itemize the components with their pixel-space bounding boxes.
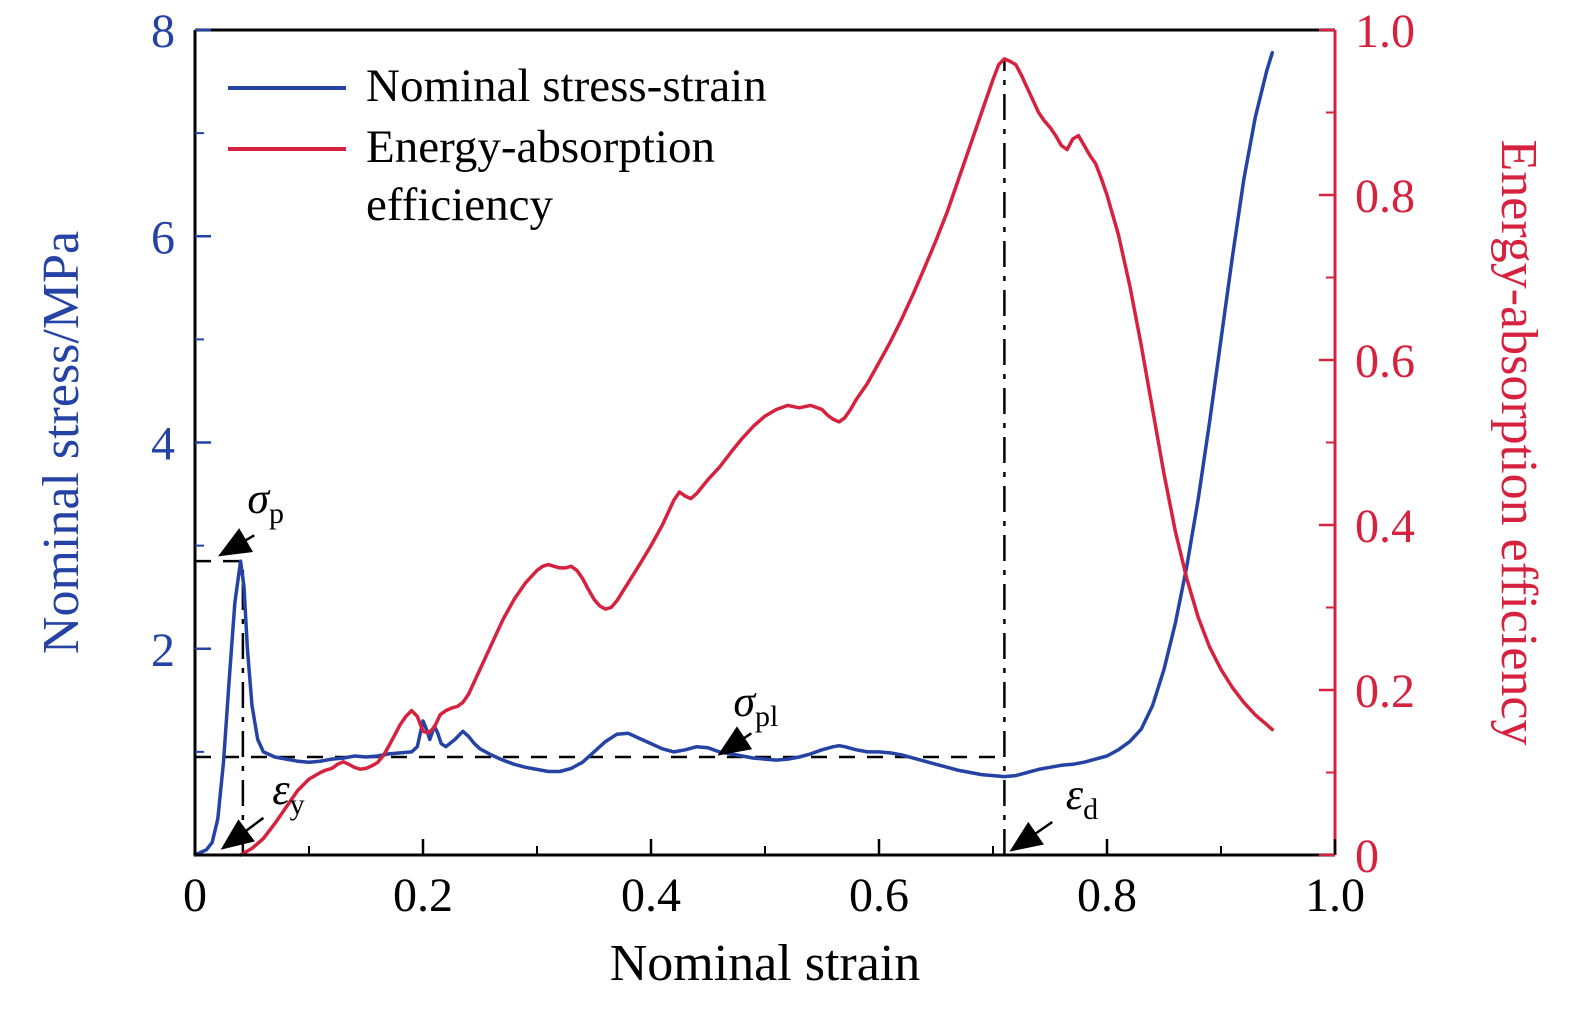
curves (193, 50, 1275, 857)
x-tick-label: 1.0 (1305, 869, 1365, 922)
arrow-sigma-p (218, 528, 255, 557)
annotation-sigma-pl: σpl (733, 677, 778, 735)
arrow-eps-d (1009, 820, 1053, 852)
annotation-subscript: y (289, 788, 305, 822)
x-tick-label: 0.4 (621, 869, 681, 922)
x-tick-label: 0.8 (1077, 869, 1137, 922)
legend-label-stress: Nominal stress-strain (366, 60, 767, 112)
x-tick-label: 0 (183, 869, 207, 922)
annotation-epsilon-d: εd (1066, 769, 1098, 827)
right-y-tick-label: 0.6 (1355, 335, 1415, 388)
annotation-subscript: p (269, 497, 285, 531)
legend-line-efficiency (228, 147, 346, 152)
axis-ticks: 0 0.2 0.4 0.6 0.8 1.0 2 4 6 8 0 0.2 0.4 0.6 0.8 1.0 (151, 5, 1415, 922)
right-y-tick-label: 0.4 (1355, 500, 1415, 553)
x-tick-label: 0.6 (849, 869, 909, 922)
right-y-tick-label: 0.8 (1355, 170, 1415, 223)
annotation-epsilon-y: εy (272, 764, 304, 822)
annotation-arrows (218, 528, 1053, 852)
annotation-symbol: σ (733, 677, 756, 727)
guide-lines (195, 58, 1006, 855)
annotation-symbol: ε (1065, 770, 1084, 820)
stress-strain-curve (193, 50, 1275, 857)
efficiency-curve (238, 57, 1275, 857)
right-y-tick-label: 0.2 (1355, 665, 1415, 718)
left-y-tick-label: 6 (151, 211, 175, 264)
left-y-tick-label: 8 (151, 5, 175, 58)
arrow-eps-y (220, 816, 265, 850)
left-y-tick-label: 4 (151, 418, 175, 471)
legend-label-efficiency: Energy-absorption efficiency (366, 121, 715, 231)
legend-item-stress: Nominal stress-strain (228, 58, 846, 115)
legend: Nominal stress-strain Energy-absorption … (228, 58, 846, 234)
x-axis-label: Nominal strain (610, 935, 921, 992)
legend-item-efficiency: Energy-absorption efficiency (228, 119, 846, 234)
annotation-symbol: σ (247, 474, 270, 524)
right-y-tick-label: 1.0 (1355, 5, 1415, 58)
right-y-tick-label: 0 (1355, 830, 1379, 883)
legend-line-stress (228, 86, 346, 90)
right-y-axis-label: Energy-absorption efficiency (1490, 140, 1547, 746)
left-y-tick-label: 2 (151, 624, 175, 677)
annotation-subscript: pl (755, 700, 779, 734)
annotation-sigma-p: σp (247, 473, 284, 531)
annotation-symbol: ε (272, 765, 290, 815)
annotation-subscript: d (1083, 793, 1099, 827)
arrow-sigma-pl (717, 726, 753, 756)
x-tick-label: 0.2 (393, 869, 453, 922)
left-y-axis-label: Nominal stress/MPa (33, 231, 90, 654)
